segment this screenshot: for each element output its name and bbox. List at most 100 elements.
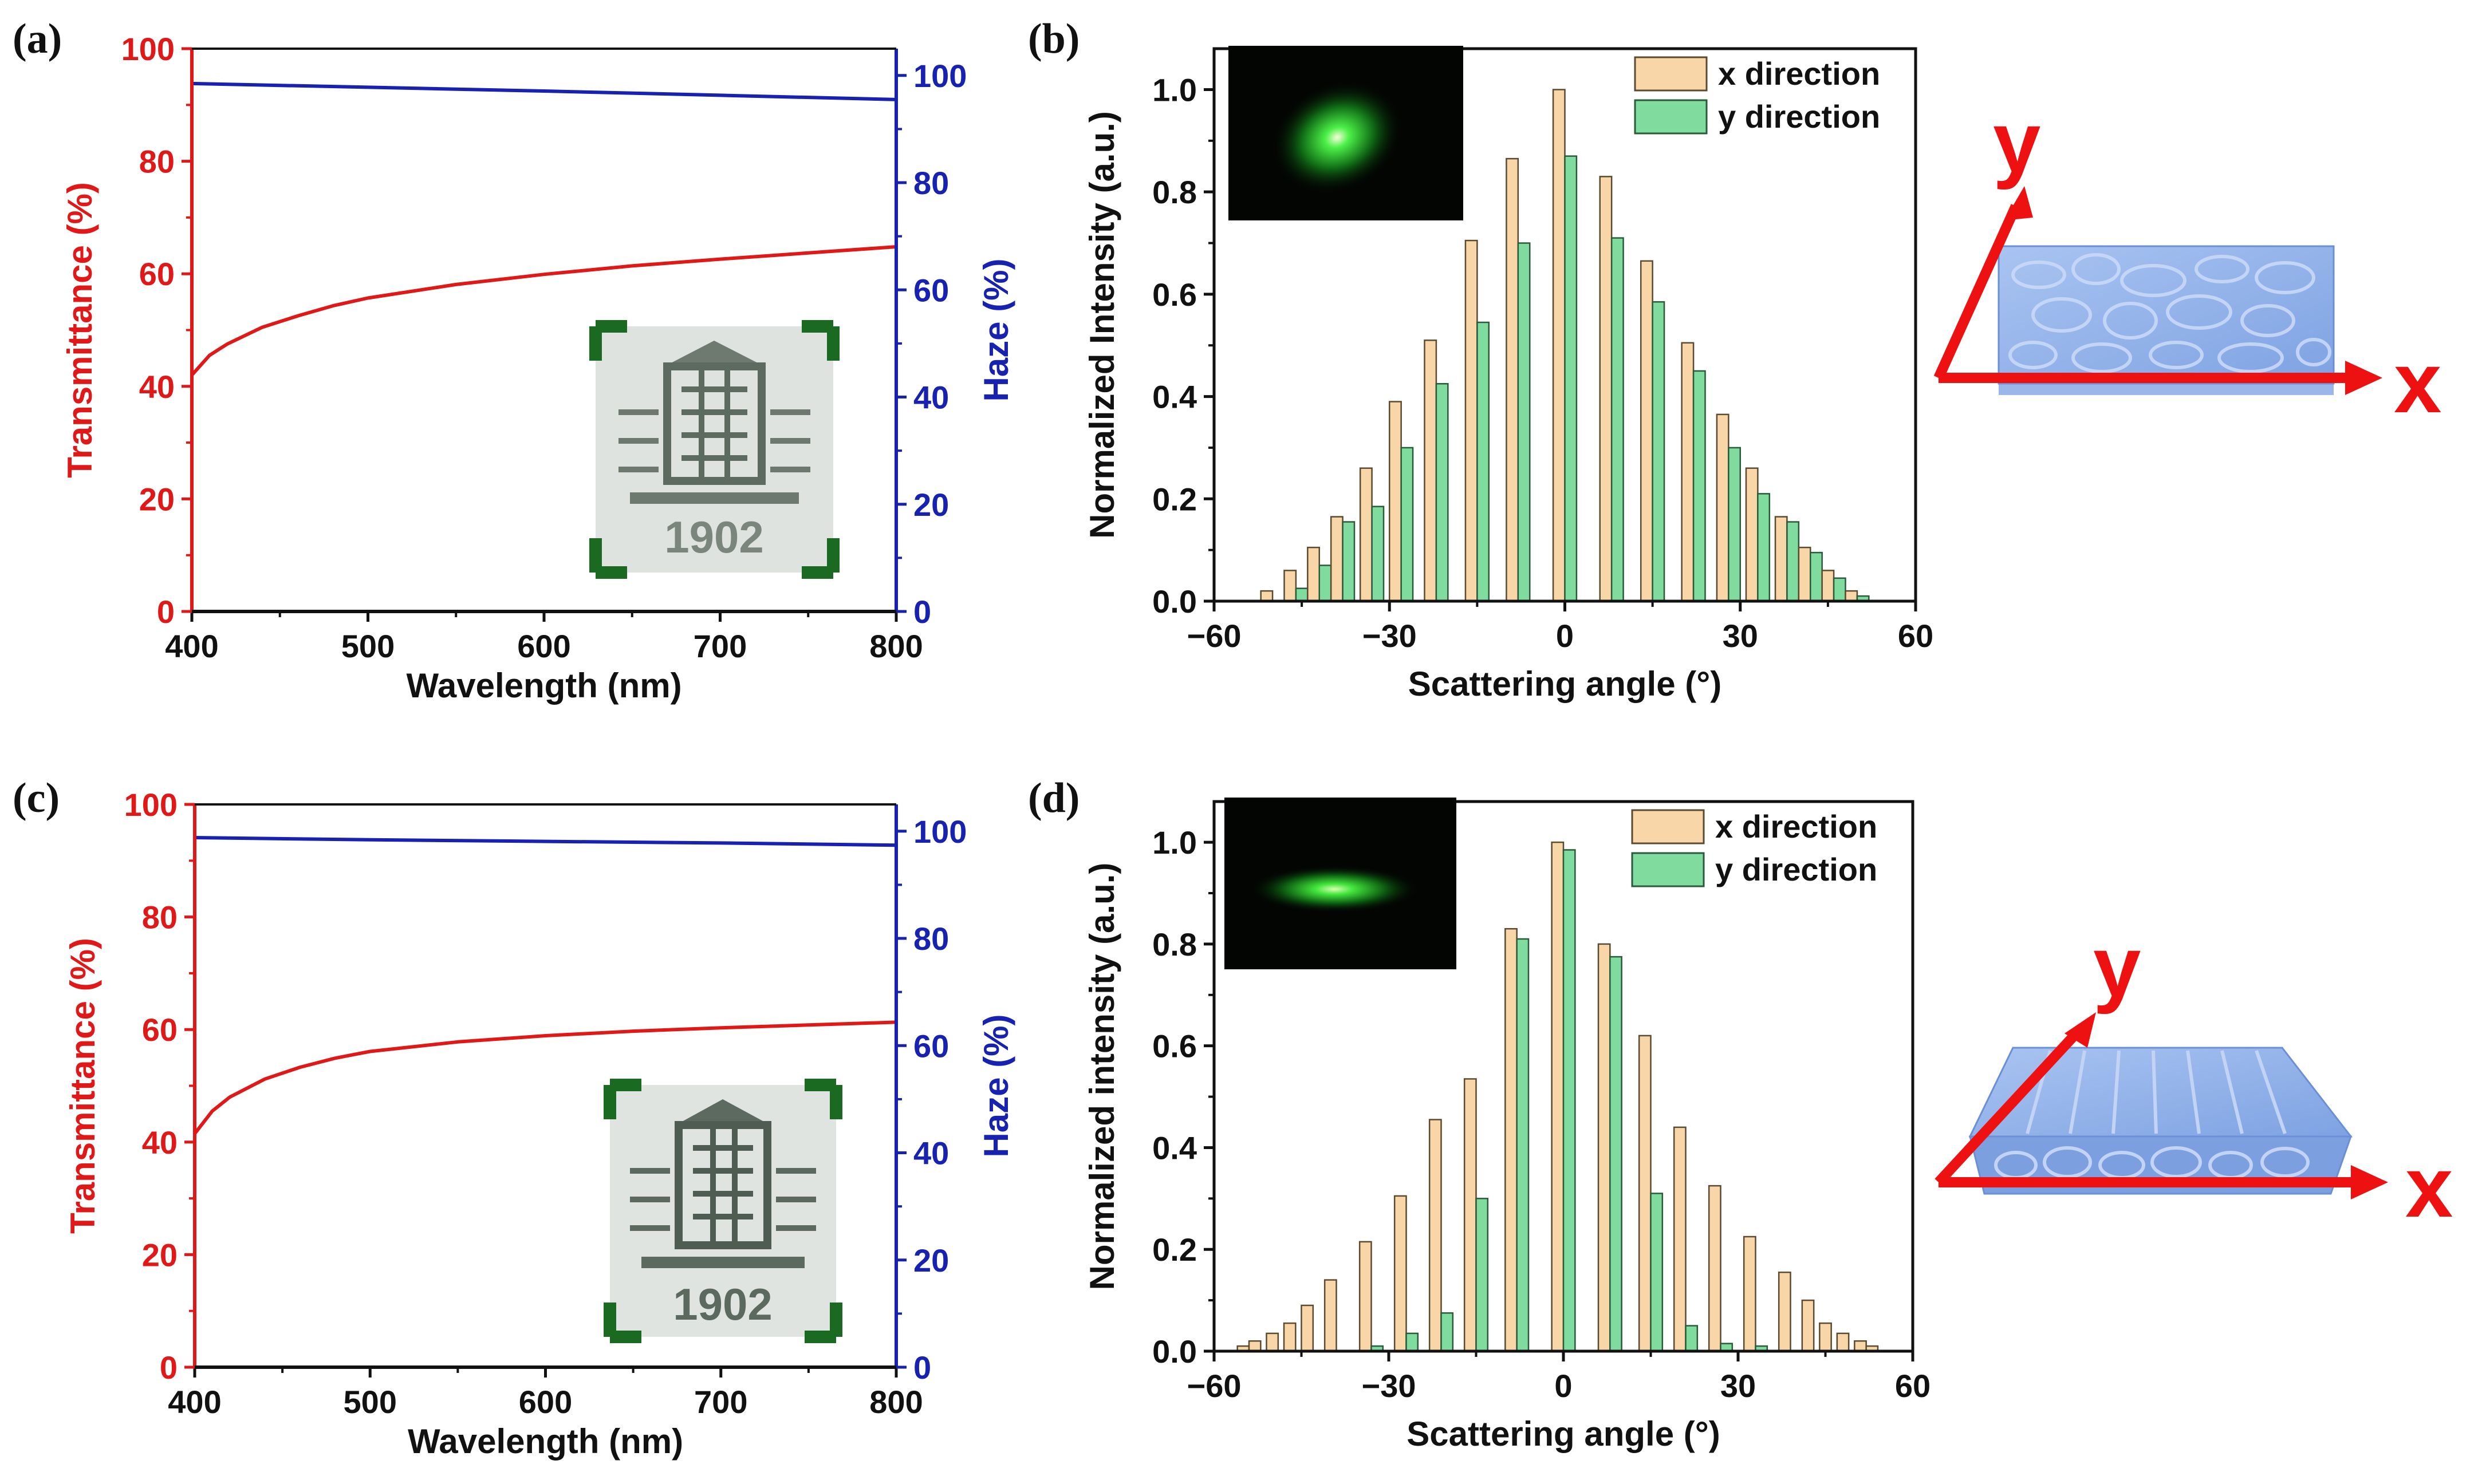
y2-tick-label: 80 — [913, 165, 949, 201]
y-tick-label: 0.6 — [1152, 277, 1197, 313]
bar-x-direction — [1393, 1195, 1407, 1352]
bar-x-direction — [1428, 1119, 1442, 1352]
bar-x-direction — [1745, 467, 1759, 602]
bar-y-direction — [1833, 577, 1846, 602]
x-tick-label: 700 — [694, 628, 747, 664]
y-tick-label: 40 — [142, 1124, 178, 1161]
panel-label-c: (c) — [13, 775, 60, 822]
bar-y-direction — [1692, 370, 1706, 602]
x-tick-label: 500 — [344, 1384, 397, 1420]
bar-y-direction — [1371, 506, 1385, 602]
x-tick-label: 30 — [1723, 618, 1758, 654]
bar-x-direction — [1836, 1332, 1850, 1352]
bar-x-direction — [1681, 342, 1695, 602]
legend-label-x: x direction — [1718, 56, 1880, 92]
x-tick-label: 600 — [517, 628, 570, 664]
inset-text-c: 1902 — [673, 1279, 773, 1329]
diagram-label-y-b: y — [1993, 94, 2040, 190]
bar-x-direction — [1260, 590, 1274, 602]
x-tick-label: 60 — [1895, 1368, 1931, 1404]
legend-swatch-x — [1634, 56, 1708, 92]
y2-tick-label: 0 — [913, 594, 931, 630]
bar-y-direction — [1440, 1312, 1454, 1352]
structure-diagram-b: x y — [1933, 94, 2441, 431]
bar-x-direction — [1716, 413, 1729, 602]
laser-spot-inset-d — [1224, 798, 1456, 969]
bar-x-direction — [1638, 1035, 1652, 1352]
y-axis-title: Normalized Intensity (a.u.) — [1083, 111, 1121, 539]
x-tick-label: 0 — [1556, 618, 1574, 654]
x-tick-label: 500 — [341, 628, 395, 664]
x-tick-label: 700 — [694, 1384, 747, 1420]
bar-x-direction — [1266, 1332, 1279, 1352]
bar-y-direction — [1610, 237, 1624, 602]
legend-swatch-y — [1631, 852, 1705, 887]
y-tick-label: 60 — [142, 1012, 178, 1048]
bar-x-direction — [1359, 467, 1373, 602]
bar-x-direction — [1798, 546, 1811, 602]
y-tick-label: 0 — [160, 1349, 178, 1386]
bar-x-direction — [1464, 239, 1478, 602]
scattering-bar-chart-b: −60 −30 0 30 60 0.0 0.2 0.4 0.6 0.8 1.0 x direction… — [1083, 47, 1933, 703]
bar-y-direction — [1650, 1193, 1664, 1352]
y2-axis-title: Haze (%) — [977, 258, 1015, 401]
y-tick-label: 80 — [142, 899, 178, 936]
bar-y-direction — [1295, 587, 1309, 602]
bar-y-direction — [1564, 155, 1578, 602]
bar-x-direction — [1248, 1340, 1262, 1352]
y-tick-label: 0.8 — [1152, 926, 1197, 962]
bar-x-direction — [1597, 943, 1611, 1352]
bar-y-direction — [1342, 521, 1356, 602]
y-tick-label: 0 — [157, 594, 175, 630]
legend-swatch-y — [1634, 99, 1708, 135]
inset-text-a: 1902 — [664, 512, 764, 562]
bar-x-direction — [1774, 516, 1788, 602]
x-tick-label: −60 — [1187, 1368, 1242, 1404]
bar-x-direction — [1389, 401, 1402, 602]
x-tick-label: 800 — [869, 1384, 923, 1420]
bar-x-direction — [1552, 89, 1566, 602]
x-tick-label: −60 — [1187, 618, 1242, 654]
bar-x-direction — [1463, 1078, 1477, 1352]
bar-y-direction — [1609, 956, 1622, 1352]
plot-frame — [1212, 800, 1914, 1353]
panel-label-b: (b) — [1028, 15, 1080, 62]
y2-tick-label: 40 — [913, 380, 949, 416]
y-tick-label: 40 — [139, 369, 175, 405]
legend-label-y: y direction — [1715, 851, 1877, 887]
y2-tick-label: 20 — [913, 487, 949, 523]
x-axis-title: Scattering angle (°) — [1407, 1415, 1720, 1453]
plot-frame — [1212, 47, 1917, 603]
y2-tick-label: 100 — [913, 58, 967, 94]
structure-diagram-d: x y — [1935, 918, 2453, 1235]
y-tick-label: 20 — [142, 1237, 178, 1273]
bar-x-direction — [1599, 176, 1613, 602]
bar-y-direction — [1685, 1325, 1699, 1352]
y2-tick-label: 0 — [913, 1349, 931, 1386]
y-tick-label: 60 — [139, 256, 175, 292]
y2-tick-label: 40 — [913, 1135, 949, 1171]
y-tick-label: 0.0 — [1152, 1333, 1197, 1369]
transmittance-haze-chart-a: 400 500 600 700 800020406080100020406080100T… — [61, 31, 1015, 705]
bar-y-direction — [1652, 301, 1665, 602]
bar-x-direction — [1708, 1185, 1721, 1352]
sample-photo-inset-a: 1902 — [589, 320, 840, 579]
series-line-transmittance — [193, 1020, 897, 1135]
bar-x-direction — [1673, 1126, 1687, 1352]
y-tick-label: 1.0 — [1152, 824, 1197, 861]
y-tick-label: 0.2 — [1152, 481, 1197, 517]
y-axis-title: Normalized intensity (a.u.) — [1083, 863, 1121, 1290]
diagram-label-x-d: x — [2405, 1139, 2453, 1235]
series-line-haze — [191, 81, 897, 101]
x-axis-title: Wavelength (nm) — [406, 666, 681, 705]
bar-y-direction — [1400, 447, 1414, 602]
bar-y-direction — [1516, 938, 1530, 1352]
bar-y-direction — [1786, 521, 1800, 602]
x-tick-label: 600 — [519, 1384, 572, 1420]
bar-y-direction — [1517, 242, 1531, 602]
bar-y-direction — [1475, 1198, 1489, 1352]
panel-label-d: (d) — [1028, 775, 1080, 822]
x-tick-label: 30 — [1720, 1368, 1756, 1404]
scattering-bar-chart-d: −60 −30 0 30 60 0.0 0.2 0.4 0.6 0.8 1.0 x direction… — [1083, 800, 1931, 1453]
